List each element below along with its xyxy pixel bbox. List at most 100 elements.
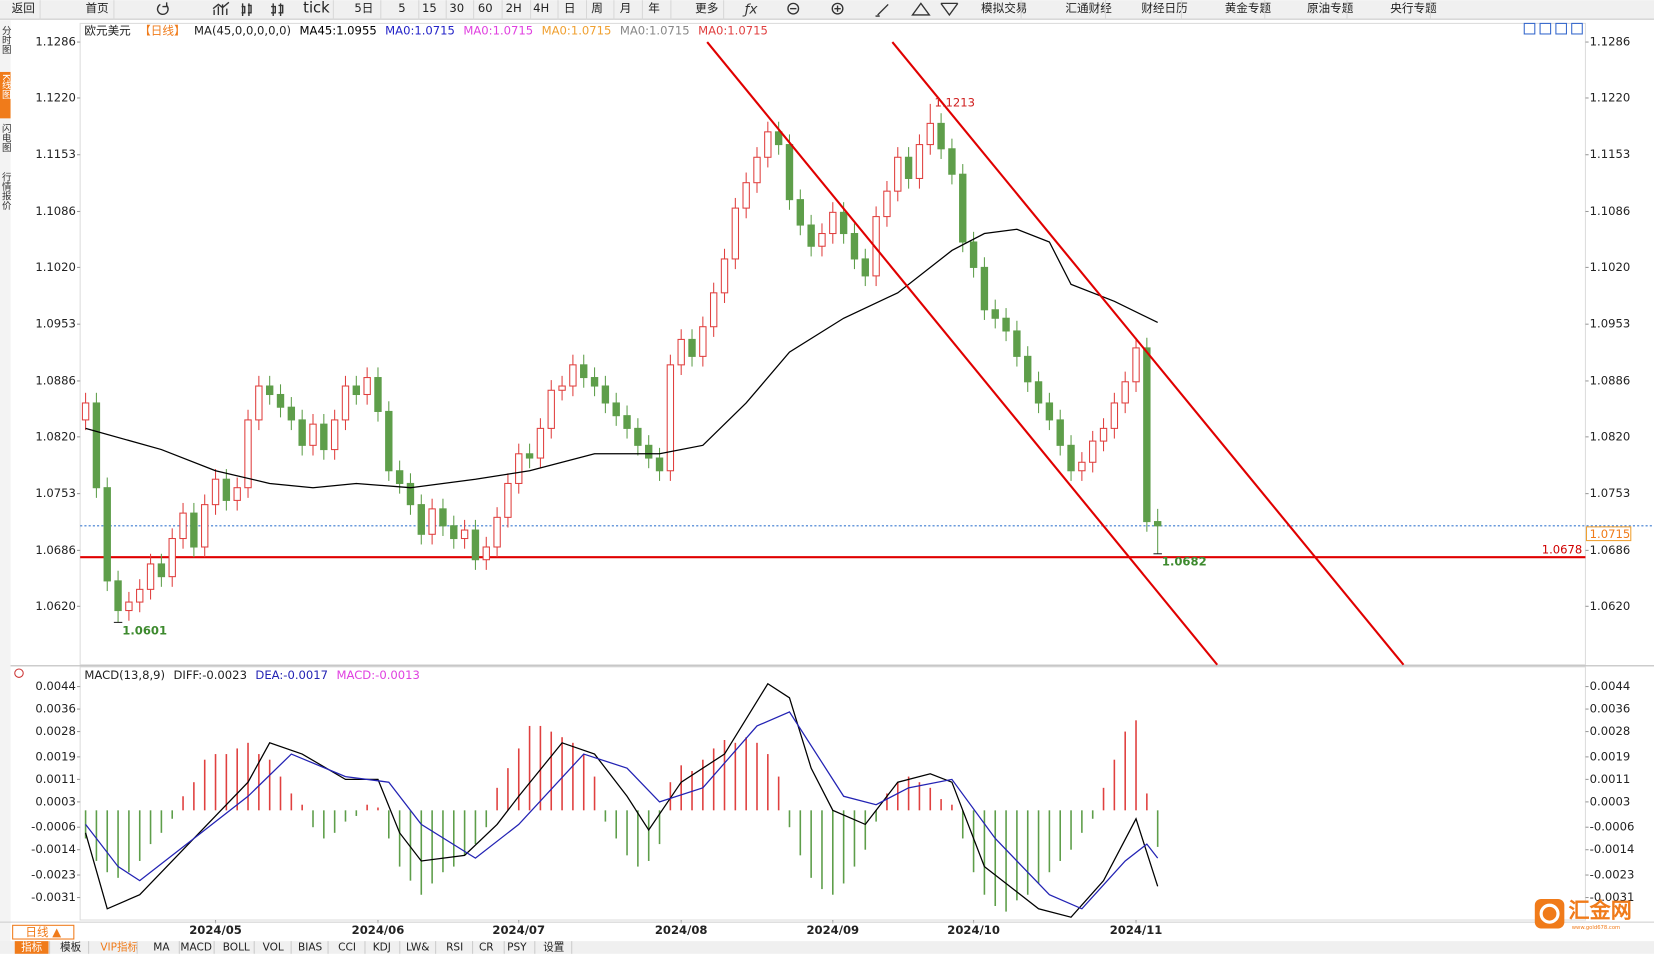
up-icon[interactable]: [911, 2, 931, 16]
candle-body: [179, 512, 187, 540]
toolbar-button[interactable]: 4H: [533, 1, 549, 15]
indicator-tab[interactable]: 指标: [21, 940, 43, 953]
candle-body: [363, 377, 371, 396]
legend-text: DIFF:-0.0023: [174, 668, 247, 682]
candle-body: [352, 385, 361, 396]
toolbar-button[interactable]: tick: [303, 0, 330, 17]
icon[interactable]: [1523, 22, 1536, 35]
toolbar-button[interactable]: 财经日历: [1141, 1, 1187, 15]
icon[interactable]: [1555, 22, 1567, 35]
indicator-tab[interactable]: VOL: [263, 941, 284, 953]
indicator-tab[interactable]: CCI: [338, 941, 356, 953]
indicator-tab[interactable]: CR: [479, 941, 494, 953]
candle-body: [1132, 347, 1140, 383]
indicator-tab[interactable]: LW&: [406, 941, 430, 953]
y-tick-label-right: 1.0820: [1590, 429, 1631, 443]
logo-mark: [1534, 898, 1565, 929]
toolbar-button[interactable]: 15: [422, 1, 437, 15]
toolbar-button[interactable]: 60: [478, 1, 493, 15]
refresh-icon[interactable]: [156, 2, 169, 15]
toolbar-button[interactable]: 模拟交易: [981, 1, 1027, 15]
fx-icon[interactable]: ƒx: [742, 2, 759, 18]
legend-text: MA0:1.0715: [385, 23, 455, 37]
toolbar-button[interactable]: 返回: [12, 1, 35, 15]
side-tab[interactable]: 分时图: [0, 26, 12, 55]
macd-settings-icon[interactable]: [14, 668, 24, 678]
zoom-out-icon[interactable]: [787, 2, 800, 15]
candle-body: [168, 537, 176, 578]
candle-body: [81, 402, 90, 421]
indicator-tab[interactable]: RSI: [446, 941, 463, 953]
y-tick-label: -0.0006: [31, 820, 76, 834]
indicator-tab[interactable]: BOLL: [223, 941, 250, 953]
indicator-tab[interactable]: VIP指标: [100, 940, 138, 953]
candle-body: [850, 232, 859, 260]
indicator-tab[interactable]: BIAS: [298, 941, 323, 953]
dea-line: [85, 711, 1159, 910]
candle-body: [493, 516, 501, 548]
bar-icon[interactable]: [271, 3, 284, 17]
toolbar-button[interactable]: 5: [398, 1, 405, 15]
candle-body: [222, 478, 231, 501]
candle-body: [894, 156, 902, 192]
draw-icon[interactable]: [875, 3, 889, 17]
candle-body: [515, 453, 523, 484]
candle-icon[interactable]: [241, 3, 252, 17]
toolbar-button[interactable]: 黄金专题: [1225, 1, 1272, 15]
candle-body: [937, 122, 945, 150]
down-icon[interactable]: [940, 2, 959, 17]
indicator-tab[interactable]: 模板: [60, 940, 82, 953]
side-tab[interactable]: 行情报价: [0, 172, 12, 211]
y-tick-label-right: 0.0003: [1590, 794, 1631, 808]
indicator-tab[interactable]: MA: [153, 941, 170, 953]
side-tab[interactable]: 闪电图: [0, 123, 12, 153]
toolbar-button[interactable]: 周: [591, 1, 603, 15]
period-button[interactable]: [12, 924, 75, 940]
toolbar-button[interactable]: 央行专题: [1390, 1, 1437, 15]
candle-body: [211, 478, 220, 506]
toolbar-button[interactable]: 30: [449, 1, 464, 15]
candle-body: [298, 419, 306, 446]
toolbar-button[interactable]: 5日: [354, 1, 373, 15]
y-tick-label-right: 1.0686: [1590, 543, 1631, 557]
candle-body: [233, 487, 241, 501]
icon[interactable]: [1571, 22, 1583, 35]
chart-icon[interactable]: [212, 1, 230, 15]
toolbar-button[interactable]: 2H: [506, 1, 522, 15]
indicator-tab[interactable]: PSY: [507, 941, 527, 953]
toolbar-button[interactable]: 汇通财经: [1065, 1, 1112, 15]
indicator-tab[interactable]: 设置: [543, 941, 564, 953]
candle-body: [991, 309, 999, 319]
icon[interactable]: [1539, 22, 1552, 35]
candle-body: [731, 207, 740, 260]
y-tick-label: 0.0044: [35, 679, 76, 693]
candle-body: [406, 482, 415, 506]
toolbar-button[interactable]: 日: [564, 1, 576, 15]
toolbar-icons: ƒx: [156, 1, 959, 18]
candle-body: [904, 156, 913, 179]
legend-text: MACD:-0.0013: [336, 668, 419, 682]
toolbar-button[interactable]: 更多: [695, 1, 718, 15]
candle-body: [385, 410, 393, 472]
candle-body: [580, 364, 588, 379]
candle-body: [645, 444, 653, 459]
indicator-tab[interactable]: KDJ: [373, 941, 391, 953]
indicator-tab[interactable]: MACD: [180, 941, 212, 953]
toolbar-button[interactable]: 月: [620, 1, 632, 15]
candle-body: [439, 508, 447, 527]
toolbar-button[interactable]: 年: [648, 1, 660, 15]
side-tab[interactable]: K线图: [0, 74, 12, 100]
zoom-in-icon[interactable]: [831, 2, 844, 15]
candle-body: [450, 525, 458, 540]
price-pane: [79, 22, 1586, 666]
legend-text: MA45:1.0955: [300, 23, 377, 37]
logo-text: 汇金网: [1569, 898, 1632, 923]
toolbar-button[interactable]: 原油专题: [1307, 1, 1354, 15]
period-label[interactable]: 日线 ▲: [25, 925, 61, 939]
y-tick-label: 1.0886: [35, 373, 76, 387]
candle-body: [157, 563, 166, 578]
toolbar-button[interactable]: 首页: [85, 1, 108, 15]
candle-body: [190, 512, 198, 548]
